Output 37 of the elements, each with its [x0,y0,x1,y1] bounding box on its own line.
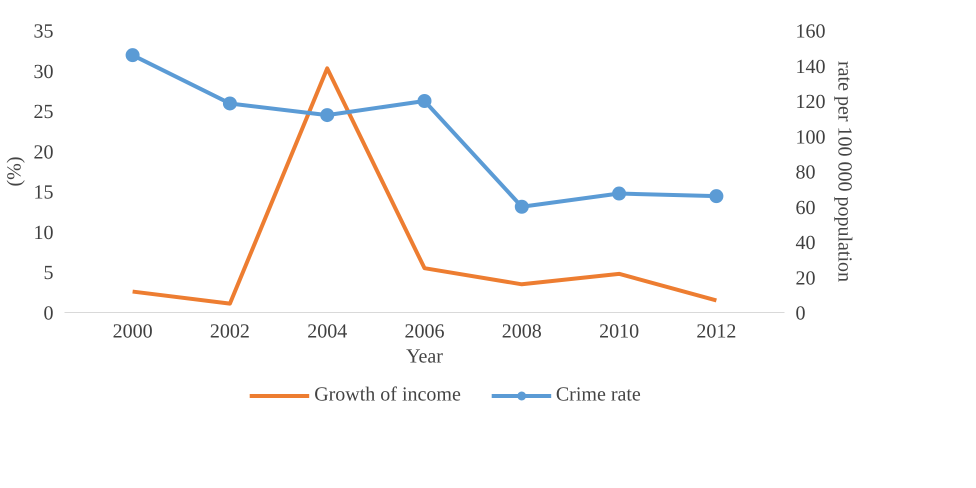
x-tick-label: 2000 [112,320,153,342]
point [222,96,237,110]
point [612,186,626,201]
point [126,48,140,62]
y2-tick-label: 20 [796,267,816,290]
y2-tick-label: 0 [796,302,806,324]
y-tick-label: 0 [44,302,54,324]
x-axis-title: Year [406,346,444,368]
point [709,189,724,204]
legend-label: Crime rate [556,384,641,406]
y-tick-label: 35 [34,20,54,42]
x-tick-label: 2012 [696,320,736,342]
x-tick-label: 2006 [404,320,444,342]
y2-tick-label: 160 [796,20,826,42]
point [320,108,334,122]
y2-tick-label: 100 [796,126,826,148]
y2-tick-label: 40 [796,232,816,254]
y-tick-label: 30 [34,60,54,83]
y-tick-label: 10 [34,222,54,244]
y-tick-label: 5 [44,262,54,284]
point [514,200,529,214]
y2-axis-title: rate per 100 000 population [834,60,856,282]
point [418,94,432,108]
x-tick-label: 2008 [502,320,542,342]
x-tick-label: 2002 [210,320,250,342]
legend-label: Growth of income [314,384,461,406]
y-tick-label: 25 [34,101,54,124]
y-tick-label: 15 [34,182,54,204]
y-axis-title: (%) [4,156,26,186]
y2-tick-label: 60 [796,196,816,219]
y2-tick-label: 140 [796,56,826,78]
x-tick-label: 2010 [599,320,640,342]
y2-tick-label: 120 [796,91,826,113]
y2-tick-label: 80 [796,162,816,184]
line-series [130,66,718,306]
x-tick-label: 2004 [307,320,348,342]
y-tick-label: 20 [34,141,54,164]
